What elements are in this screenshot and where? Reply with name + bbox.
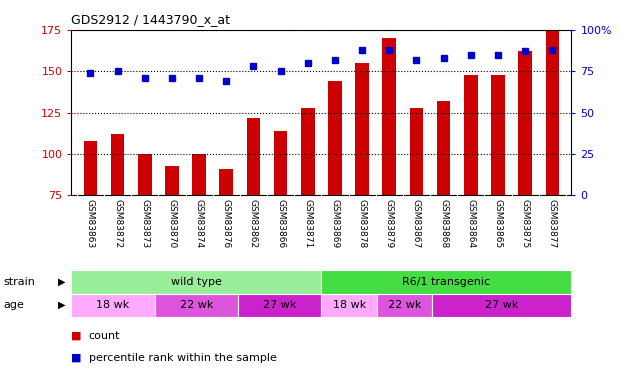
Bar [84, 141, 97, 195]
Bar [111, 134, 124, 195]
Text: GSM83863: GSM83863 [86, 199, 95, 248]
Text: count: count [89, 331, 120, 341]
Text: GSM83874: GSM83874 [194, 199, 204, 248]
Text: ■: ■ [71, 352, 82, 363]
Bar [138, 154, 152, 195]
Text: 22 wk: 22 wk [179, 300, 213, 310]
Text: ▶: ▶ [58, 277, 65, 287]
Bar [71, 294, 155, 317]
Bar [355, 63, 369, 195]
Bar [247, 118, 260, 195]
Text: ▶: ▶ [58, 300, 65, 310]
Text: age: age [3, 300, 24, 310]
Text: GSM83864: GSM83864 [466, 199, 475, 248]
Bar [238, 294, 322, 317]
Text: percentile rank within the sample: percentile rank within the sample [89, 352, 277, 363]
Text: GSM83866: GSM83866 [276, 199, 285, 248]
Text: 22 wk: 22 wk [388, 300, 422, 310]
Text: 18 wk: 18 wk [332, 300, 366, 310]
Text: GSM83868: GSM83868 [439, 199, 448, 248]
Text: R6/1 transgenic: R6/1 transgenic [402, 277, 491, 287]
Bar [193, 154, 206, 195]
Bar [322, 270, 571, 294]
Text: GSM83871: GSM83871 [303, 199, 312, 248]
Text: GSM83876: GSM83876 [222, 199, 231, 248]
Text: GSM83877: GSM83877 [548, 199, 557, 248]
Text: GSM83867: GSM83867 [412, 199, 421, 248]
Bar [322, 294, 377, 317]
Bar [301, 108, 315, 195]
Bar [383, 38, 396, 195]
Bar [519, 51, 532, 195]
Bar [432, 294, 571, 317]
Text: GSM83873: GSM83873 [140, 199, 149, 248]
Bar [410, 108, 424, 195]
Text: wild type: wild type [171, 277, 222, 287]
Bar [155, 294, 238, 317]
Text: 27 wk: 27 wk [263, 300, 296, 310]
Bar [165, 166, 179, 195]
Bar [219, 169, 233, 195]
Text: strain: strain [3, 277, 35, 287]
Bar [274, 131, 288, 195]
Text: 27 wk: 27 wk [485, 300, 519, 310]
Text: GSM83879: GSM83879 [385, 199, 394, 248]
Text: ■: ■ [71, 331, 82, 341]
Text: GSM83869: GSM83869 [330, 199, 340, 248]
Text: GSM83875: GSM83875 [520, 199, 530, 248]
Bar [491, 75, 505, 195]
Bar [545, 30, 559, 195]
Bar [464, 75, 478, 195]
Text: 18 wk: 18 wk [96, 300, 130, 310]
Text: GSM83878: GSM83878 [358, 199, 366, 248]
Bar [328, 81, 342, 195]
Bar [377, 294, 432, 317]
Bar [71, 270, 322, 294]
Text: GSM83862: GSM83862 [249, 199, 258, 248]
Text: GSM83865: GSM83865 [494, 199, 502, 248]
Text: GDS2912 / 1443790_x_at: GDS2912 / 1443790_x_at [71, 13, 230, 26]
Bar [437, 101, 450, 195]
Text: GSM83872: GSM83872 [113, 199, 122, 248]
Text: GSM83870: GSM83870 [168, 199, 176, 248]
